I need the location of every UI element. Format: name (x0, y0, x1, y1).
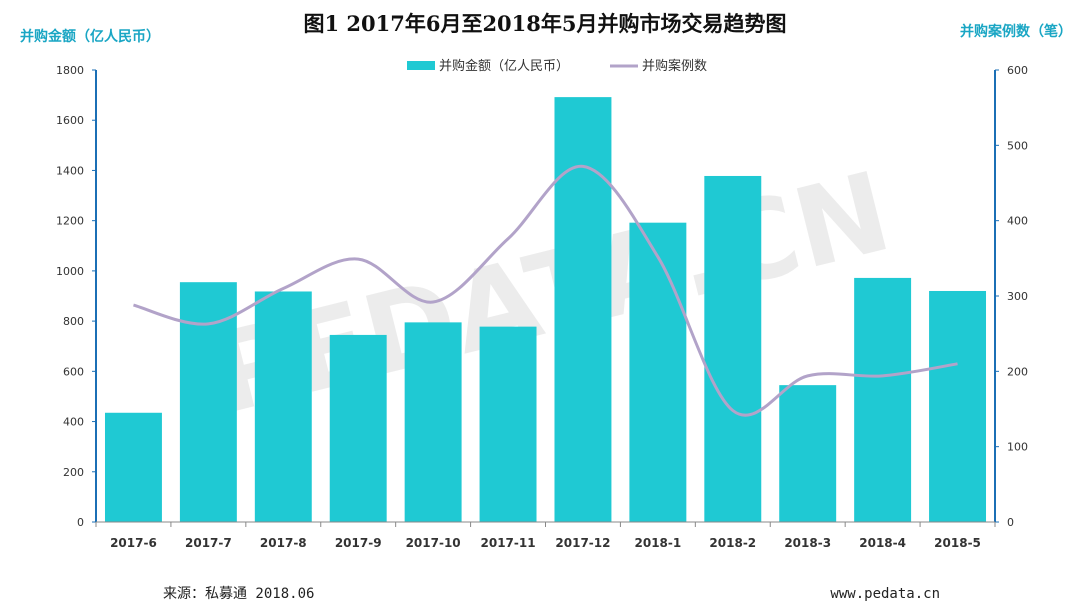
bar-2018-2 (704, 175, 762, 523)
x-tick-label: 2017-9 (335, 536, 382, 550)
left-tick-label: 400 (63, 416, 84, 429)
x-tick-label: 2017-6 (110, 536, 157, 550)
legend-bar-swatch (407, 61, 435, 70)
axes: 0 200 400 600 800 1000 1200 1400 1600 1800 0 100 200… (56, 64, 1028, 550)
x-tick-label: 2018-1 (635, 536, 682, 550)
bar-2018-4 (854, 277, 912, 522)
legend-bar-label: 并购金额（亿人民币） (439, 58, 569, 74)
footer-website: www.pedata.cn (830, 586, 940, 602)
right-tick-label: 100 (1007, 441, 1028, 454)
bar-2017-12 (554, 97, 612, 523)
bar-2017-9 (329, 334, 387, 522)
bar-series (104, 97, 987, 523)
left-tick-label: 1400 (56, 164, 84, 177)
left-tick-label: 800 (63, 315, 84, 328)
right-tick-label: 400 (1007, 215, 1028, 228)
x-tick-label: 2017-12 (555, 536, 610, 550)
bar-2018-3 (779, 385, 837, 522)
x-tick-label: 2018-4 (859, 536, 906, 550)
bar-2017-6 (104, 412, 162, 522)
left-axis-title: 并购金额（亿人民币） (20, 28, 160, 45)
left-tick-label: 0 (77, 516, 84, 529)
left-tick-label: 1800 (56, 64, 84, 77)
right-axis-title: 并购案例数（笔） (960, 23, 1072, 40)
bar-2017-8 (254, 291, 312, 522)
legend: 并购金额（亿人民币） 并购案例数 (407, 58, 707, 74)
bar-2018-5 (929, 290, 987, 522)
right-tick-label: 500 (1007, 139, 1028, 152)
x-tick-label: 2018-5 (934, 536, 981, 550)
footer-source: 来源：私募通 2018.06 (163, 586, 314, 602)
x-tick-label: 2017-8 (260, 536, 307, 550)
left-tick-label: 200 (63, 466, 84, 479)
line-series (133, 164, 958, 417)
chart-title: 图1 2017年6月至2018年5月并购市场交易趋势图 (303, 11, 786, 36)
x-tick-label: 2018-3 (784, 536, 831, 550)
x-tick-label: 2017-7 (185, 536, 232, 550)
right-tick-label: 200 (1007, 365, 1028, 378)
x-tick-label: 2018-2 (709, 536, 756, 550)
x-tick-label: 2017-10 (406, 536, 461, 550)
bar-2018-1 (629, 222, 687, 523)
left-tick-label: 1200 (56, 215, 84, 228)
right-tick-label: 600 (1007, 64, 1028, 77)
bar-2017-10 (404, 322, 462, 522)
right-tick-label: 300 (1007, 290, 1028, 303)
x-tick-label: 2017-11 (481, 536, 536, 550)
right-tick-label: 0 (1007, 516, 1014, 529)
left-tick-label: 600 (63, 365, 84, 378)
left-tick-label: 1000 (56, 265, 84, 278)
bar-2017-11 (479, 326, 537, 522)
left-tick-label: 1600 (56, 114, 84, 127)
legend-line-label: 并购案例数 (642, 58, 707, 74)
